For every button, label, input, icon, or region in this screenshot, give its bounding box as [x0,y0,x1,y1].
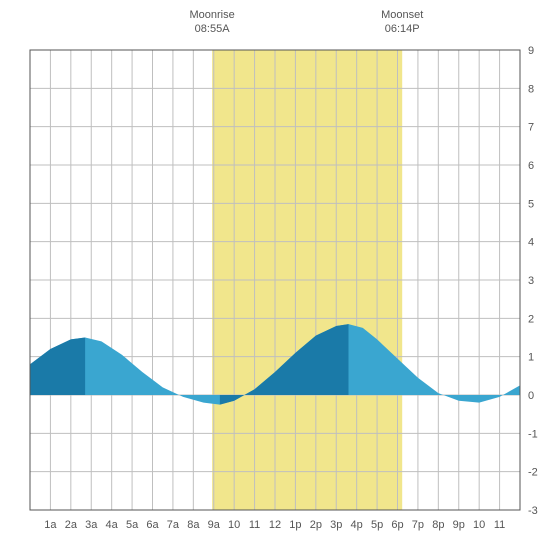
moonrise-title: Moonrise [189,9,234,21]
y-tick-label: 0 [528,390,534,402]
y-tick-label: 3 [528,275,534,287]
tide-chart: -3-2-101234567891a2a3a4a5a6a7a8a9a101112… [0,0,550,550]
moonrise-time: 08:55A [195,23,231,35]
y-tick-label: -1 [528,428,538,440]
moonset-title: Moonset [381,9,423,21]
x-tick-label: 10 [473,519,485,531]
x-tick-label: 10 [228,519,240,531]
x-tick-label: 8a [187,519,200,531]
x-tick-label: 8p [432,519,444,531]
x-tick-label: 1p [289,519,301,531]
x-tick-label: 2p [310,519,322,531]
x-tick-label: 11 [494,519,505,531]
x-tick-label: 5a [126,519,139,531]
y-tick-label: -2 [528,467,538,479]
x-tick-label: 5p [371,519,383,531]
x-tick-label: 3p [330,519,342,531]
y-tick-label: 5 [528,198,534,210]
x-tick-label: 9a [208,519,221,531]
x-tick-label: 1a [44,519,57,531]
x-tick-label: 12 [269,519,281,531]
moonset-time: 06:14P [385,23,420,35]
x-tick-label: 2a [65,519,78,531]
x-tick-label: 4p [351,519,363,531]
y-tick-label: 2 [528,313,534,325]
y-tick-label: -3 [528,505,538,517]
x-tick-label: 7a [167,519,180,531]
x-tick-label: 3a [85,519,98,531]
y-tick-label: 8 [528,83,534,95]
x-tick-label: 11 [249,519,260,531]
y-tick-label: 6 [528,160,534,172]
x-tick-label: 6p [391,519,403,531]
y-tick-label: 4 [528,237,534,249]
x-tick-label: 6a [146,519,159,531]
y-tick-label: 7 [528,122,534,134]
y-tick-label: 1 [528,352,534,364]
x-tick-label: 9p [453,519,465,531]
y-tick-label: 9 [528,45,534,57]
x-tick-label: 7p [412,519,424,531]
x-tick-label: 4a [106,519,119,531]
chart-svg: -3-2-101234567891a2a3a4a5a6a7a8a9a101112… [0,0,550,550]
